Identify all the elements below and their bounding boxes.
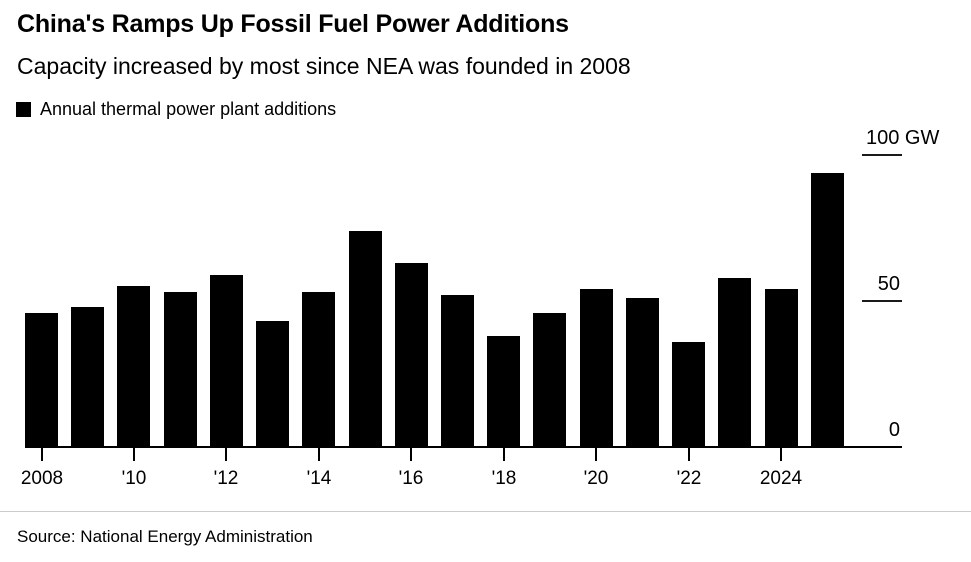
chart-subtitle: Capacity increased by most since NEA was… bbox=[17, 53, 631, 79]
legend-swatch-icon bbox=[16, 102, 31, 117]
x-axis-line bbox=[25, 446, 902, 448]
x-tick-label-2016: '16 bbox=[398, 468, 424, 489]
bar-2025 bbox=[810, 173, 844, 447]
x-tick-label-2012: '12 bbox=[213, 468, 239, 489]
x-tick-label-2024: 2024 bbox=[759, 468, 803, 489]
y-tick-label-100: 100 GW bbox=[866, 127, 940, 149]
bar-2020 bbox=[579, 289, 613, 447]
bar-2008 bbox=[25, 313, 58, 447]
x-tick-2012 bbox=[225, 448, 227, 461]
x-tick-2020 bbox=[595, 448, 597, 461]
y-tick-label-0: 0 bbox=[888, 419, 900, 441]
y-tick-50 bbox=[862, 300, 902, 302]
x-tick-label-2020: '20 bbox=[583, 468, 609, 489]
bar-2022 bbox=[672, 342, 706, 447]
x-tick-label-2010: '10 bbox=[121, 468, 147, 489]
bar-2013 bbox=[256, 321, 290, 447]
x-tick-label-2022: '22 bbox=[676, 468, 702, 489]
bar-2024 bbox=[764, 289, 798, 447]
bar-2018 bbox=[487, 336, 521, 447]
bar-2010 bbox=[117, 286, 151, 447]
source-note: Source: National Energy Administration bbox=[17, 527, 313, 546]
bar-2011 bbox=[163, 292, 197, 447]
x-tick-2024 bbox=[780, 448, 782, 461]
chart-title: China's Ramps Up Fossil Fuel Power Addit… bbox=[17, 10, 569, 38]
bar-2021 bbox=[625, 298, 659, 447]
source-divider bbox=[0, 511, 971, 512]
x-tick-2014 bbox=[318, 448, 320, 461]
bar-2017 bbox=[440, 295, 474, 447]
x-tick-2010 bbox=[133, 448, 135, 461]
x-tick-label-2008: 2008 bbox=[20, 468, 64, 489]
y-tick-label-50: 50 bbox=[877, 273, 900, 295]
bar-2015 bbox=[348, 231, 382, 447]
x-tick-2008 bbox=[41, 448, 43, 461]
bar-2014 bbox=[302, 292, 336, 447]
x-tick-2016 bbox=[410, 448, 412, 461]
x-tick-label-2014: '14 bbox=[306, 468, 332, 489]
x-tick-label-2018: '18 bbox=[491, 468, 517, 489]
bar-2019 bbox=[533, 313, 567, 447]
legend-label: Annual thermal power plant additions bbox=[40, 99, 337, 119]
x-tick-2022 bbox=[688, 448, 690, 461]
bar-2016 bbox=[394, 263, 428, 447]
x-tick-2018 bbox=[503, 448, 505, 461]
bar-2009 bbox=[71, 307, 105, 447]
y-tick-100 bbox=[862, 154, 902, 156]
bar-2012 bbox=[209, 275, 243, 447]
bar-2023 bbox=[718, 278, 752, 447]
legend: Annual thermal power plant additions bbox=[16, 99, 336, 120]
